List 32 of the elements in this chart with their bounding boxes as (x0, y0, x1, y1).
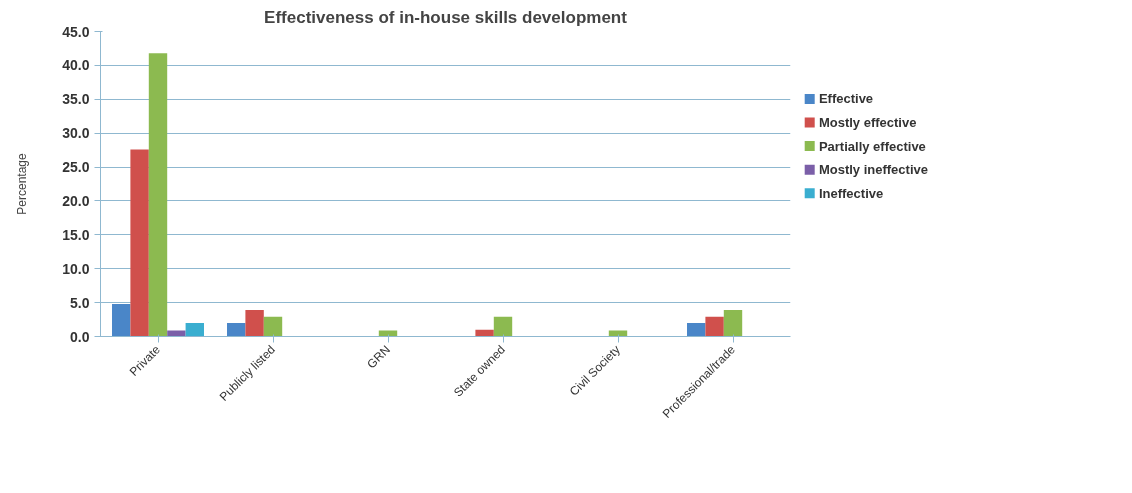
bar (245, 310, 264, 337)
bar (608, 330, 628, 337)
y-tick-label: 20.0 (62, 192, 90, 209)
y-tick-label: 35.0 (62, 91, 90, 108)
bar (493, 316, 513, 337)
bar (705, 316, 724, 337)
y-tick-label: 0.0 (70, 328, 90, 345)
bar (130, 149, 149, 337)
legend-label: Ineffective (818, 185, 884, 201)
y-tick-label: 15.0 (62, 226, 90, 243)
bar (263, 316, 283, 337)
bar (148, 53, 168, 337)
legend-label: Mostly effective (818, 114, 917, 130)
y-axis-title: Percentage (15, 152, 30, 215)
legend-label: Partially effective (818, 138, 926, 154)
y-tick-label: 25.0 (62, 159, 90, 176)
bar (227, 322, 246, 337)
bar (167, 330, 186, 337)
bar (475, 329, 494, 337)
legend-label: Mostly ineffective (818, 162, 928, 178)
y-tick-label: 45.0 (62, 23, 90, 40)
bar (687, 322, 706, 337)
bar (185, 322, 204, 337)
y-tick-label: 40.0 (62, 57, 90, 74)
bar (112, 303, 131, 337)
y-tick-label: 30.0 (62, 125, 90, 142)
bar (723, 310, 743, 337)
y-tick-label: 10.0 (62, 260, 90, 277)
chart-title: Effectiveness of in-house skills development (264, 7, 628, 27)
bar (378, 330, 398, 337)
y-tick-label: 5.0 (70, 294, 90, 311)
legend-label: Effective (818, 91, 874, 107)
